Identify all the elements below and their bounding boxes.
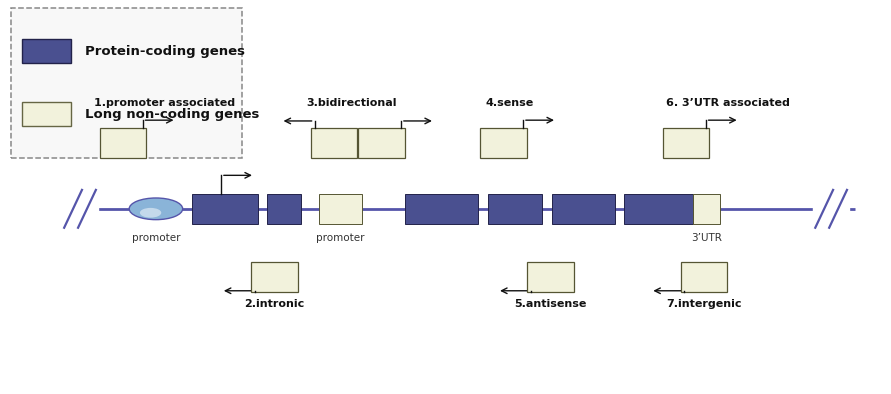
Bar xyxy=(311,128,357,158)
Text: 4.sense: 4.sense xyxy=(486,98,534,108)
Text: 5.antisense: 5.antisense xyxy=(514,299,587,309)
Bar xyxy=(552,194,615,224)
Polygon shape xyxy=(828,187,849,230)
Polygon shape xyxy=(62,187,84,230)
Polygon shape xyxy=(813,187,835,230)
Bar xyxy=(693,194,720,224)
Bar xyxy=(488,194,542,224)
Text: 3’UTR: 3’UTR xyxy=(691,233,722,243)
Bar xyxy=(192,194,258,224)
Polygon shape xyxy=(77,187,98,230)
Text: 3.bidirectional: 3.bidirectional xyxy=(307,98,397,108)
Text: promoter: promoter xyxy=(316,233,364,243)
Bar xyxy=(405,194,478,224)
Bar xyxy=(624,194,693,224)
Ellipse shape xyxy=(129,198,183,220)
Bar xyxy=(663,128,709,158)
Bar xyxy=(319,194,362,224)
Text: Long non-coding genes: Long non-coding genes xyxy=(85,108,259,121)
Bar xyxy=(22,102,71,126)
Bar xyxy=(527,262,574,292)
Bar xyxy=(681,262,727,292)
Bar xyxy=(251,262,298,292)
Text: 1.promoter associated: 1.promoter associated xyxy=(94,98,234,108)
Text: 2.intronic: 2.intronic xyxy=(244,299,305,309)
Text: 6. 3’UTR associated: 6. 3’UTR associated xyxy=(666,98,790,108)
Ellipse shape xyxy=(140,208,161,217)
Bar xyxy=(480,128,527,158)
Bar xyxy=(22,39,71,63)
Text: Protein-coding genes: Protein-coding genes xyxy=(85,45,245,58)
Text: 7.intergenic: 7.intergenic xyxy=(666,299,741,309)
Bar xyxy=(358,128,405,158)
Bar xyxy=(11,8,242,158)
Text: promoter: promoter xyxy=(132,233,180,243)
Bar xyxy=(267,194,301,224)
Bar xyxy=(100,128,146,158)
